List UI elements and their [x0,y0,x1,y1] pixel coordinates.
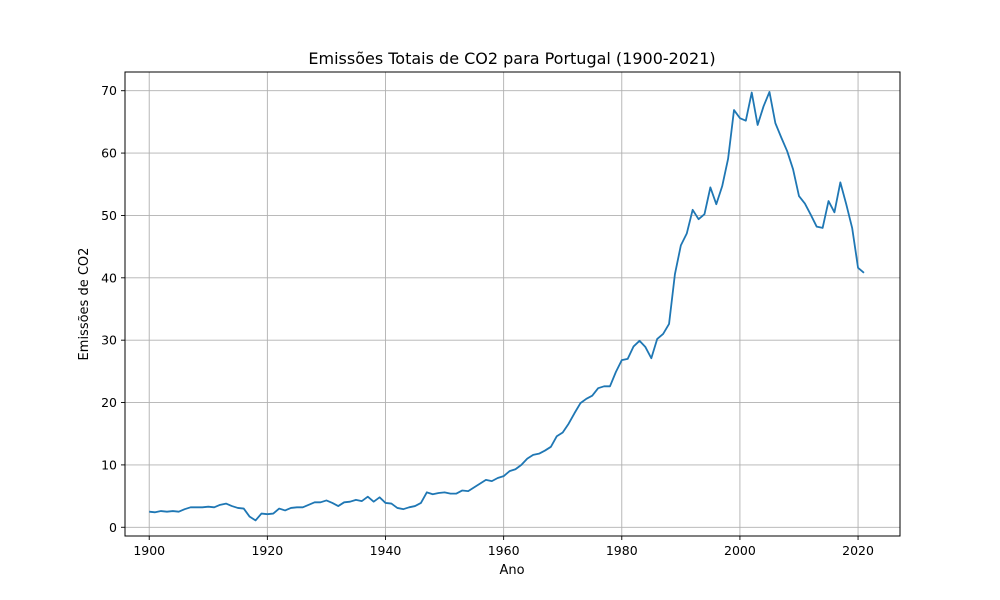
y-axis-label: Emissões de CO2 [77,248,92,361]
grid [125,72,900,536]
y-tick-label: 60 [101,146,117,161]
plot-frame [124,71,901,537]
y-tick-label: 0 [109,520,117,535]
y-tick-label: 50 [101,208,117,223]
y-tick-label: 70 [101,83,117,98]
x-tick-label: 1960 [488,543,520,558]
y-tick-label: 30 [101,333,117,348]
y-axis-ticks: 0 10 20 30 40 50 60 70 [101,83,125,535]
y-tick-label: 20 [101,395,117,410]
x-tick-label: 1980 [606,543,638,558]
x-axis-label: Ano [499,563,524,578]
x-tick-label: 1900 [133,543,165,558]
x-tick-label: 2000 [724,543,756,558]
x-tick-label: 1940 [370,543,402,558]
chart-title: Emissões Totais de CO2 para Portugal (19… [308,49,715,68]
y-tick-label: 10 [101,457,117,472]
series-group [149,91,865,522]
y-tick-label: 40 [101,270,117,285]
series-line [149,91,865,522]
x-axis-ticks: 1900 1920 1940 1960 1980 2000 2020 [133,536,874,558]
x-tick-label: 1920 [251,543,283,558]
x-tick-label: 2020 [842,543,874,558]
